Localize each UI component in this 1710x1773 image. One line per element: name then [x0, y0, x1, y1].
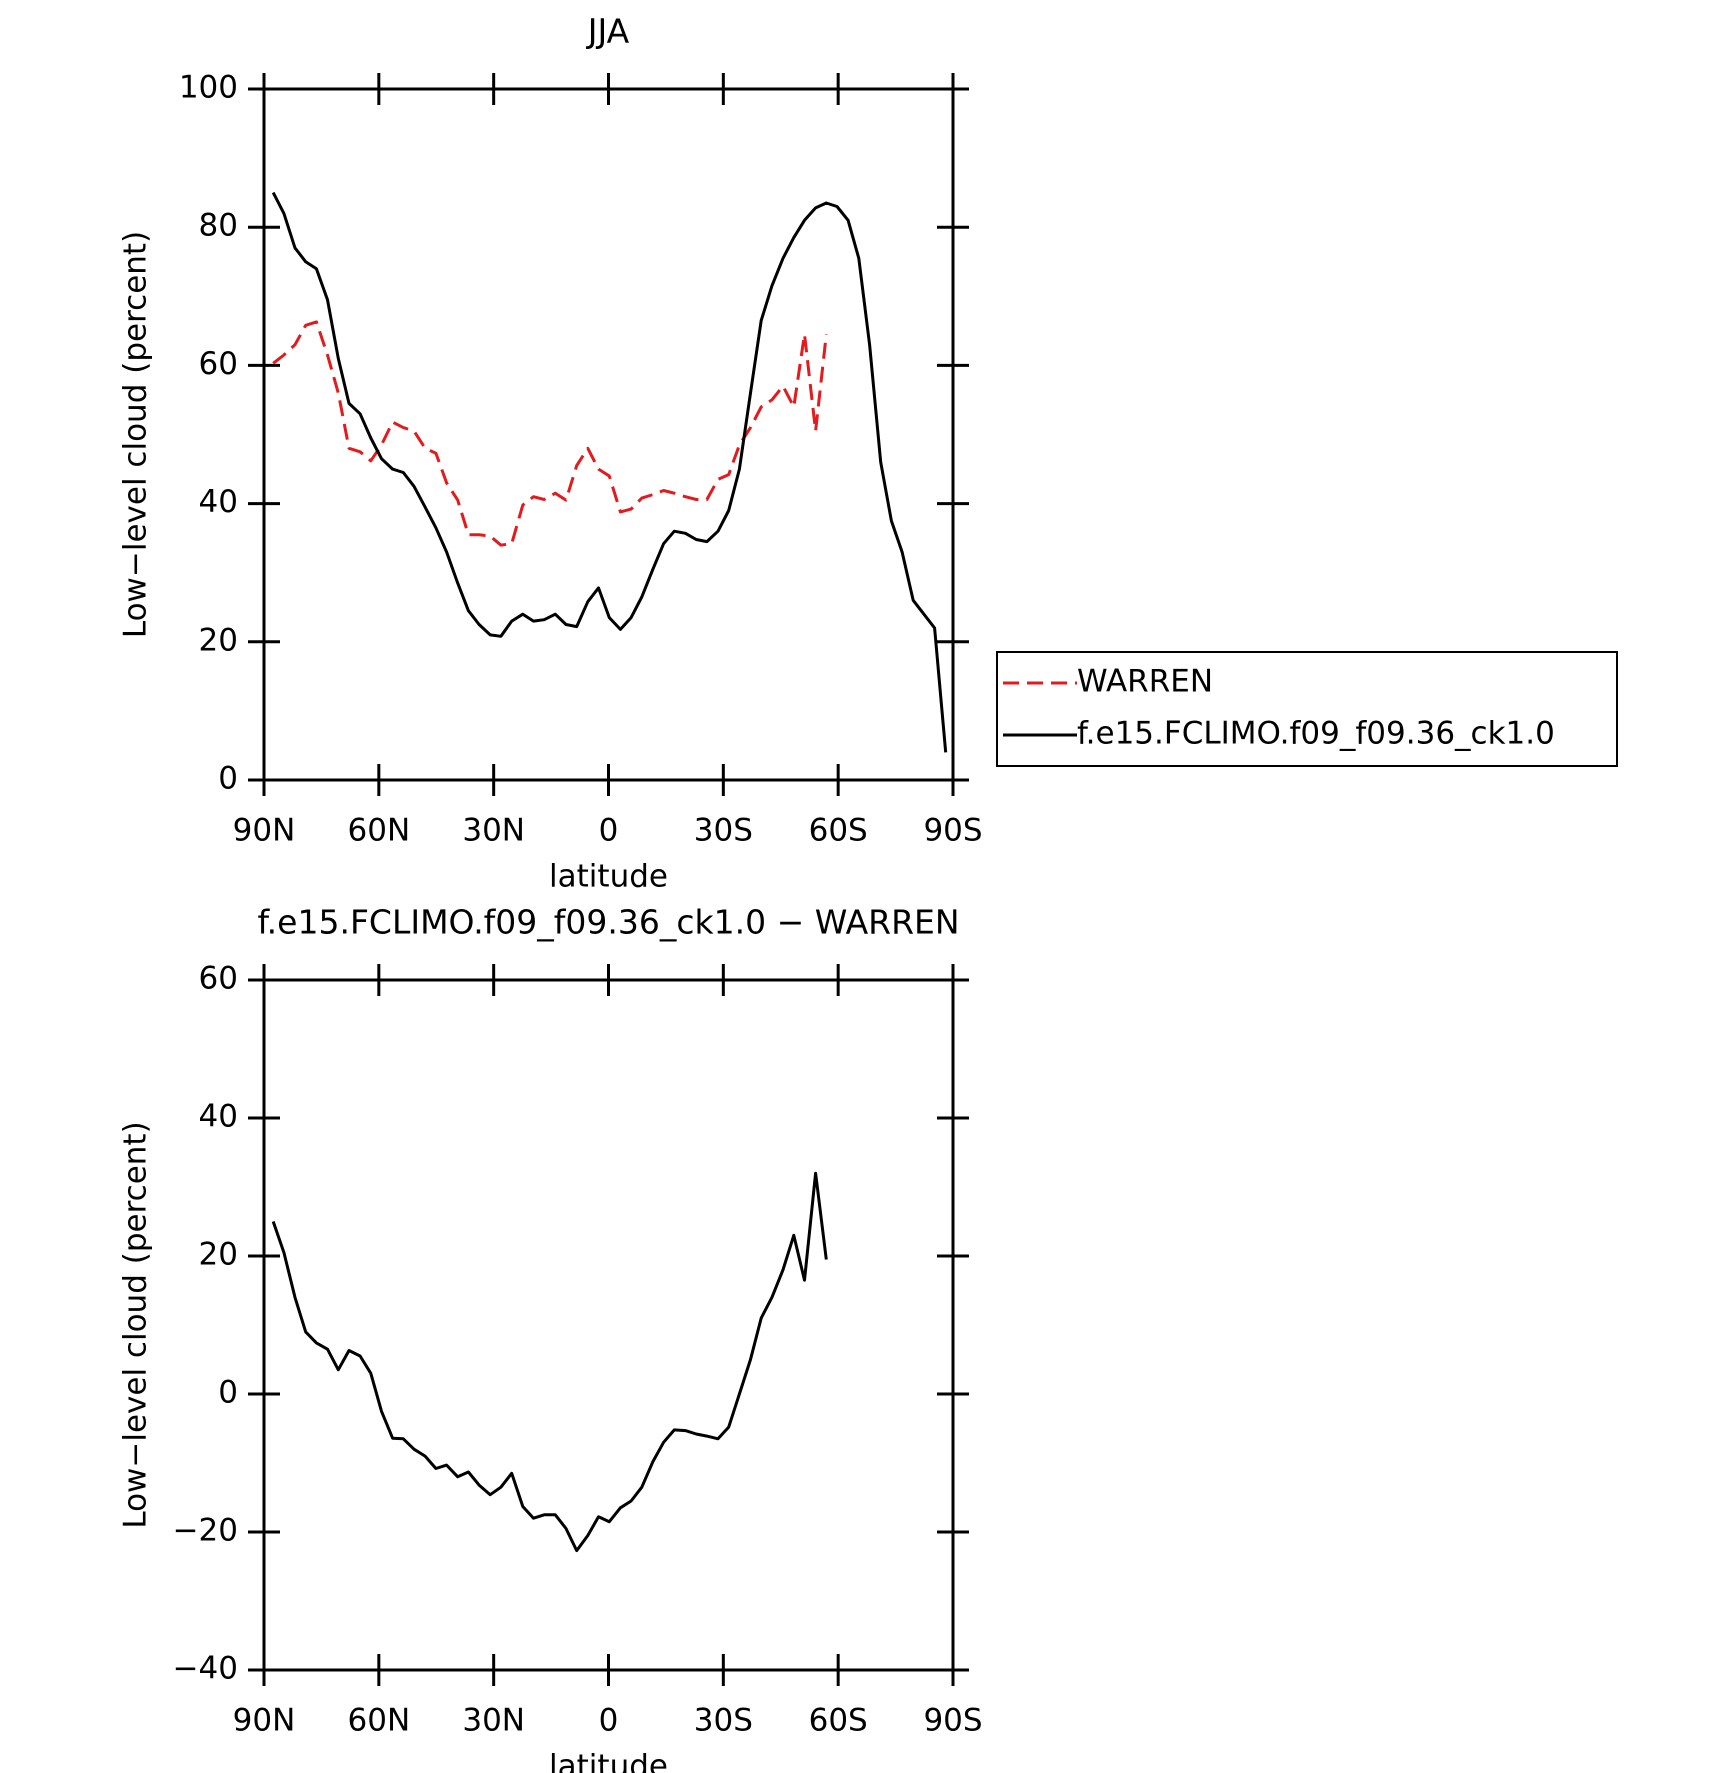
chart-title: f.e15.FCLIMO.f09_f09.36_ck1.0 − WARREN — [257, 903, 959, 942]
y-tick-label: 60 — [199, 346, 238, 382]
y-tick-label: −20 — [173, 1513, 238, 1549]
x-tick-label: 0 — [599, 813, 619, 849]
data-line — [272, 320, 828, 547]
y-tick-label: 0 — [218, 1375, 238, 1411]
plot-frame — [262, 978, 955, 1672]
y-tick-label: 40 — [199, 484, 238, 520]
y-tick-label: 100 — [179, 70, 238, 106]
x-tick-label: 60S — [809, 1703, 868, 1739]
x-tick-label: 0 — [599, 1703, 619, 1739]
x-tick-label: 30N — [462, 813, 525, 849]
y-axis-label: Low−level cloud (percent) — [118, 231, 154, 638]
plot-frame — [262, 87, 955, 782]
legend: WARREN f.e15.FCLIMO.f09_f09.36_ck1.0 — [996, 651, 1618, 767]
y-tick-label: 20 — [199, 622, 238, 658]
legend-label: WARREN — [1077, 664, 1213, 700]
legend-box — [996, 651, 1618, 767]
data-line — [271, 191, 948, 753]
y-tick-label: 20 — [199, 1237, 238, 1273]
x-tick-label: 60N — [348, 813, 411, 849]
x-tick-label: 30S — [694, 813, 753, 849]
y-axis-label: Low−level cloud (percent) — [118, 1121, 154, 1528]
y-tick-label: 60 — [199, 961, 238, 997]
x-tick-label: 60N — [348, 1703, 411, 1739]
x-axis-label: latitude — [549, 859, 668, 895]
y-tick-label: 80 — [199, 208, 238, 244]
x-tick-label: 90N — [233, 813, 296, 849]
y-tick-label: 0 — [218, 761, 238, 797]
chart-title: JJA — [586, 12, 630, 51]
y-tick-label: −40 — [173, 1651, 238, 1687]
legend-label: f.e15.FCLIMO.f09_f09.36_ck1.0 — [1077, 716, 1555, 752]
y-tick-label: 40 — [199, 1099, 238, 1135]
x-axis-label: latitude — [549, 1749, 668, 1773]
x-tick-label: 60S — [809, 813, 868, 849]
data-line — [271, 1171, 828, 1553]
x-tick-label: 90S — [923, 813, 982, 849]
x-tick-label: 90S — [923, 1703, 982, 1739]
x-tick-label: 30S — [694, 1703, 753, 1739]
x-tick-label: 90N — [233, 1703, 296, 1739]
x-tick-label: 30N — [462, 1703, 525, 1739]
